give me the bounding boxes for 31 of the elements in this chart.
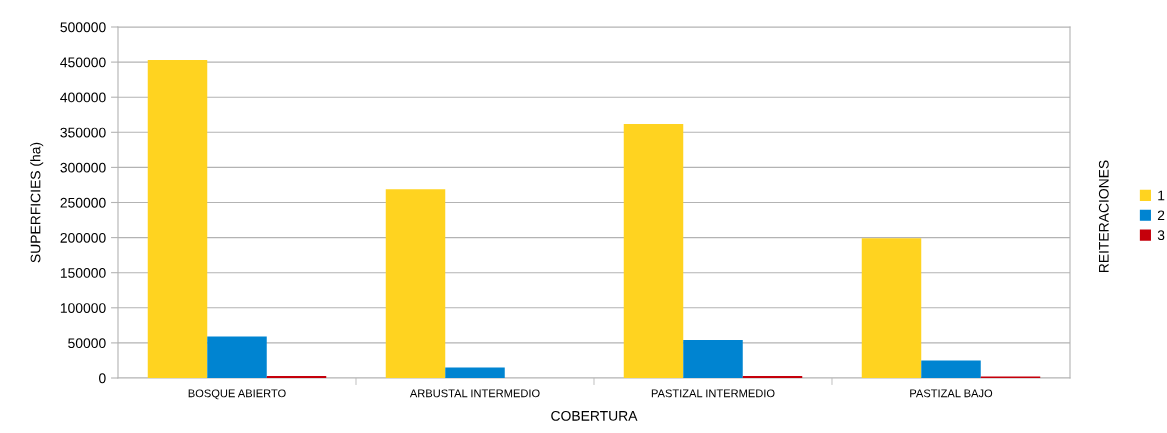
- y-tick-label: 200000: [60, 232, 106, 243]
- bar: [742, 375, 803, 378]
- x-tick-label: PASTIZAL INTERMEDIO: [651, 389, 775, 398]
- y-tick-label: 250000: [60, 197, 106, 208]
- legend-label: 2: [1157, 210, 1165, 221]
- bar: [683, 340, 743, 378]
- y-tick-label: 150000: [60, 268, 106, 278]
- y-tick-label: 0: [99, 373, 106, 384]
- bar: [445, 367, 505, 378]
- y-axis-title: SUPERFICIES (ha): [30, 142, 44, 263]
- legend-label: 3: [1157, 230, 1165, 241]
- y-tick-label: 500000: [60, 22, 106, 33]
- bar: [207, 336, 267, 378]
- y-tick-label: 400000: [60, 92, 106, 103]
- bar: [921, 360, 981, 378]
- bar: [861, 238, 922, 378]
- x-axis-title: COBERTURA: [551, 410, 638, 421]
- legend-title: REITERACIONES: [1098, 160, 1109, 273]
- bar: [385, 189, 446, 378]
- x-tick-label: ARBUSTAL INTERMEDIO: [409, 389, 540, 398]
- bar: [266, 375, 327, 378]
- x-tick-label: BOSQUE ABIERTO: [188, 389, 286, 400]
- y-tick-label: 100000: [60, 303, 106, 313]
- y-tick-label: 350000: [60, 127, 106, 138]
- bar: [623, 123, 684, 378]
- legend-label: 1: [1158, 190, 1165, 201]
- bar: [147, 59, 208, 378]
- y-tick-label: 450000: [60, 57, 106, 68]
- y-tick-label: 300000: [60, 162, 106, 173]
- y-tick-label: 50000: [68, 338, 106, 349]
- x-tick-label: PASTIZAL BAJO: [910, 389, 993, 398]
